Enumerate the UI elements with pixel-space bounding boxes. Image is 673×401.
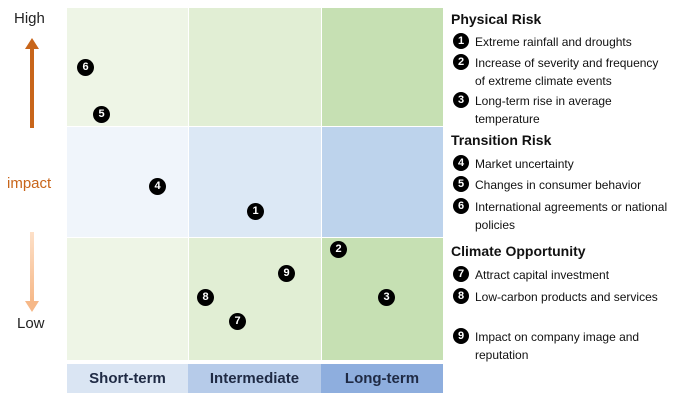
legend-title-transition-risk: Transition Risk xyxy=(451,132,552,148)
cell-high-intermediate xyxy=(188,8,321,126)
legend-item-text: Market uncertainty xyxy=(475,157,574,171)
legend-item: 6 International agreements or national p… xyxy=(453,198,671,234)
number-badge-icon: 5 xyxy=(453,176,469,192)
legend-item: 4 Market uncertainty xyxy=(453,155,671,173)
arrow-down-shaft xyxy=(30,232,34,302)
legend-item-text: Impact on company image and reputation xyxy=(475,330,640,362)
number-badge-icon: 6 xyxy=(453,198,469,214)
arrow-up-shaft xyxy=(30,48,34,128)
number-badge-icon: 1 xyxy=(453,33,469,49)
legend-item: 2 Increase of severity and frequency of … xyxy=(453,54,671,90)
legend-item: 7 Attract capital investment xyxy=(453,266,671,284)
grid-divider xyxy=(188,8,189,360)
arrow-up-icon xyxy=(25,38,39,49)
arrow-down-icon xyxy=(25,301,39,312)
marker-4: 4 xyxy=(149,178,166,195)
legend-title-climate-opportunity: Climate Opportunity xyxy=(451,243,586,259)
number-badge-icon: 4 xyxy=(453,155,469,171)
x-axis-short-term: Short-term xyxy=(67,364,188,393)
number-badge-icon: 7 xyxy=(453,266,469,282)
grid-divider xyxy=(321,8,322,360)
legend-item: 8 Low-carbon products and services xyxy=(453,288,671,306)
cell-mid-long xyxy=(321,126,443,237)
legend-item-text: Low-carbon products and services xyxy=(475,290,658,304)
marker-3: 3 xyxy=(378,289,395,306)
cell-mid-intermediate xyxy=(188,126,321,237)
marker-7: 7 xyxy=(229,313,246,330)
marker-6: 6 xyxy=(77,59,94,76)
marker-1: 1 xyxy=(247,203,264,220)
marker-8: 8 xyxy=(197,289,214,306)
legend-item-text: Attract capital investment xyxy=(475,268,610,282)
x-axis-intermediate: Intermediate xyxy=(188,364,321,393)
legend-item: 1 Extreme rainfall and droughts xyxy=(453,33,671,51)
marker-2: 2 xyxy=(330,241,347,258)
legend-item-text: Long-term rise in average temperature xyxy=(475,94,612,126)
legend-item: 5 Changes in consumer behavior xyxy=(453,176,671,194)
legend-item-text: Extreme rainfall and droughts xyxy=(475,35,632,49)
marker-5: 5 xyxy=(93,106,110,123)
y-axis-impact-label: impact xyxy=(7,175,52,192)
x-axis-long-term: Long-term xyxy=(321,364,443,393)
cell-low-short xyxy=(67,237,188,360)
y-axis-low-label: Low xyxy=(17,315,45,332)
legend-title-physical-risk: Physical Risk xyxy=(451,11,542,27)
legend-item: 3 Long-term rise in average temperature xyxy=(453,92,671,128)
legend-item-text: Increase of severity and frequency of ex… xyxy=(475,56,659,88)
number-badge-icon: 2 xyxy=(453,54,469,70)
legend-item-text: International agreements or national pol… xyxy=(475,200,668,232)
grid-divider xyxy=(67,237,443,238)
legend-item-text: Changes in consumer behavior xyxy=(475,178,642,192)
number-badge-icon: 9 xyxy=(453,328,469,344)
y-axis-high-label: High xyxy=(14,10,45,27)
legend-item: 9 Impact on company image and reputation xyxy=(453,328,671,364)
number-badge-icon: 8 xyxy=(453,288,469,304)
number-badge-icon: 3 xyxy=(453,92,469,108)
cell-high-long xyxy=(321,8,443,126)
marker-9: 9 xyxy=(278,265,295,282)
cell-mid-short xyxy=(67,126,188,237)
grid-divider xyxy=(67,126,443,127)
